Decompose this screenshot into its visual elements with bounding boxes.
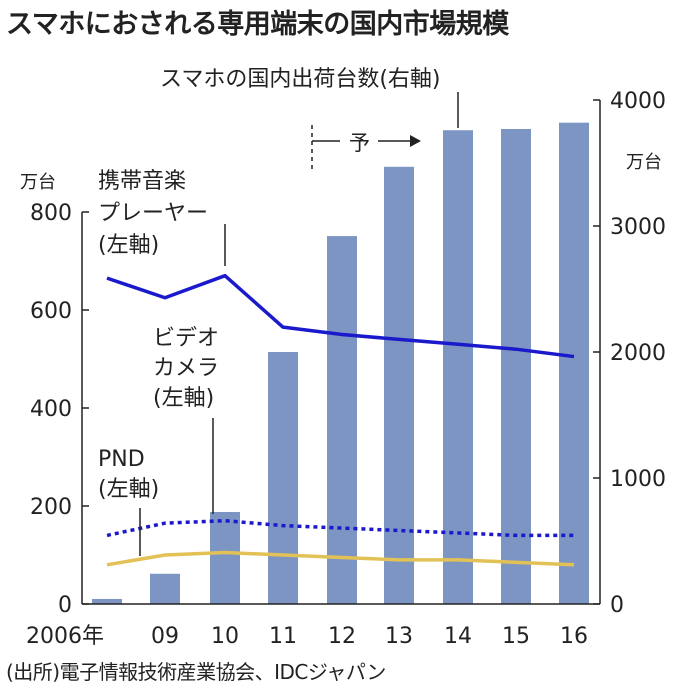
x-tick-label: 2006年 bbox=[26, 624, 104, 649]
forecast-arrow-head bbox=[410, 135, 421, 147]
bars-group bbox=[92, 122, 589, 605]
left-tick-label: 600 bbox=[30, 299, 72, 324]
right-axis-unit: 万台 bbox=[626, 152, 662, 173]
right-tick-label: 4000 bbox=[610, 89, 666, 114]
music-player-label-0: 携帯音楽 bbox=[98, 169, 186, 194]
right-tick-label: 2000 bbox=[610, 341, 666, 366]
right-tick-label: 3000 bbox=[610, 215, 666, 240]
pnd-label-1: (左軸) bbox=[98, 477, 159, 502]
lines-group bbox=[106, 273, 575, 567]
x-tick-label: 09 bbox=[151, 624, 179, 649]
bar-09 bbox=[150, 573, 180, 604]
bar-16 bbox=[559, 122, 589, 605]
bar-13 bbox=[384, 166, 414, 604]
smartphone-label: スマホの国内出荷台数(右軸) bbox=[160, 67, 441, 92]
right-tick-label: 1000 bbox=[610, 467, 666, 492]
music-player-label-2: (左軸) bbox=[98, 233, 159, 258]
x-tick-label: 12 bbox=[328, 624, 356, 649]
left-tick-label: 800 bbox=[30, 201, 72, 226]
right-tick-label: 0 bbox=[610, 593, 624, 618]
video-camera-label-2: (左軸) bbox=[153, 386, 214, 411]
video-camera-label-1: カメラ bbox=[153, 356, 219, 381]
bar-2006年 bbox=[92, 598, 122, 604]
x-tick-label: 15 bbox=[502, 624, 530, 649]
x-tick-label: 16 bbox=[560, 624, 588, 649]
x-tick-label: 14 bbox=[444, 624, 472, 649]
bar-14 bbox=[443, 130, 473, 605]
x-tick-label: 10 bbox=[211, 624, 239, 649]
forecast-label: 予 bbox=[349, 131, 370, 155]
bar-10 bbox=[210, 512, 240, 604]
left-tick-label: 400 bbox=[30, 397, 72, 422]
chart-title: スマホにおされる専用端末の国内市場規模 bbox=[6, 9, 509, 40]
bar-11 bbox=[268, 352, 298, 604]
series-line-0 bbox=[106, 273, 575, 359]
x-tick-label: 13 bbox=[385, 624, 413, 649]
bar-12 bbox=[327, 236, 357, 604]
pnd-label-0: PND bbox=[98, 447, 145, 472]
x-tick-label: 11 bbox=[269, 624, 297, 649]
series-line-2 bbox=[106, 550, 575, 567]
video-camera-label-0: ビデオ bbox=[153, 326, 219, 351]
left-axis-unit: 万台 bbox=[20, 172, 56, 193]
axes-group: 0 200 400 600 800 万台 0 1000 2000 3000 4000 万台 2006年 0… bbox=[20, 89, 666, 649]
bar-15 bbox=[501, 128, 531, 605]
music-player-label-1: プレーヤー bbox=[98, 201, 208, 226]
source-note: (出所)電子情報技術産業協会、IDCジャパン bbox=[6, 660, 386, 684]
left-tick-label: 200 bbox=[30, 495, 72, 520]
left-tick-label: 0 bbox=[58, 593, 72, 618]
